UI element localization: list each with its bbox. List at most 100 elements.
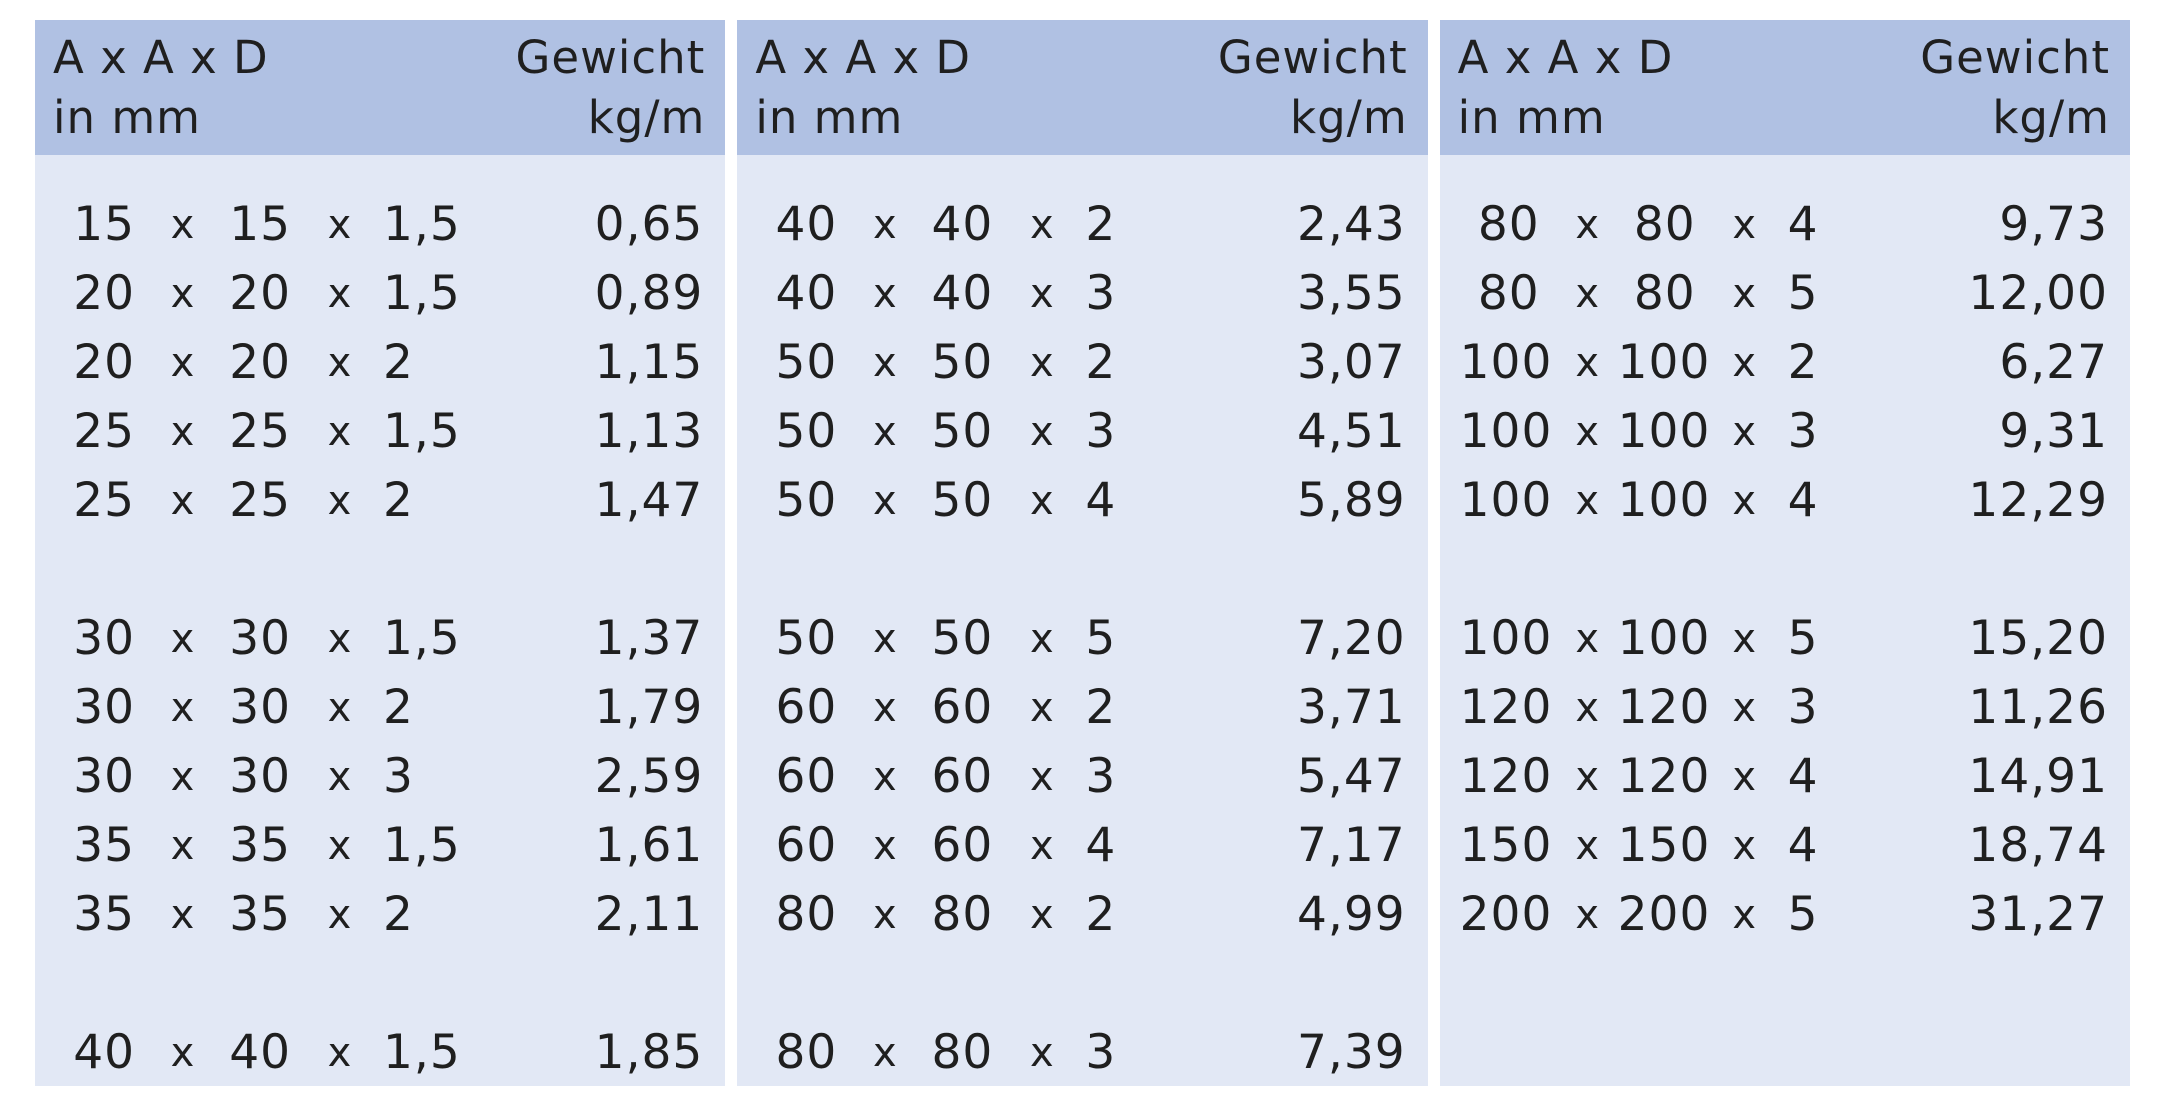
wall-thickness-cell: 1,5 [383,818,461,873]
table-row: 60 x 60 x 4 7,17 [737,821,1427,890]
wall-thickness-cell: 2 [1085,887,1117,942]
dimension-a-cell: 40 [775,266,838,321]
times-sign: x [1029,616,1055,662]
table-row: 100 x 100 x 2 6,27 [1440,338,2130,407]
table-row: 100 x 100 x 3 9,31 [1440,407,2130,476]
weight-header-label: Gewicht [1920,31,2110,84]
weight-cell: 1,47 [594,473,704,528]
weight-cell: 12,29 [1968,473,2108,528]
times-sign: x [170,478,196,524]
weight-cell: 7,17 [1297,818,1406,873]
times-sign: x [1732,271,1757,317]
times-sign: x [1575,478,1600,524]
times-sign: x [170,340,196,386]
times-sign: x [327,892,353,938]
dimension-a-cell: 100 [1459,335,1553,390]
table-row: 80 x 80 x 5 12,00 [1440,269,2130,338]
wall-thickness-cell: 4 [1787,473,1819,528]
times-sign: x [872,1030,898,1076]
weight-header: Gewicht kg/m [516,28,706,148]
wall-thickness-cell: 4 [1787,749,1819,804]
times-sign: x [170,685,196,731]
weight-cell: 9,31 [1999,404,2108,459]
times-sign: x [170,616,196,662]
dimension-a-cell: 80 [775,1025,838,1080]
weight-cell: 4,51 [1297,404,1406,459]
weight-header-unit: kg/m [1290,91,1408,144]
dimension-a-cell: 60 [931,680,994,735]
times-sign: x [327,409,353,455]
weight-cell: 4,99 [1297,887,1406,942]
times-sign: x [1575,616,1600,662]
table-row: 80 x 80 x 3 7,39 [737,1028,1427,1097]
weight-cell: 1,61 [594,818,704,873]
dimension-a-cell: 50 [931,404,994,459]
table-row: 100 x 100 x 5 15,20 [1440,614,2130,683]
dimension-a-cell: 15 [229,197,291,252]
times-sign: x [170,823,196,869]
times-sign: x [327,823,353,869]
dimension-a-cell: 200 [1459,887,1553,942]
dimension-a-cell: 120 [1617,680,1711,735]
table-row: 15 x 15 x 1,5 0,65 [35,200,725,269]
times-sign: x [327,616,353,662]
dimension-a-cell: 20 [229,266,291,321]
times-sign: x [1732,892,1757,938]
wall-thickness-cell: 1,5 [383,1025,461,1080]
dimension-a-cell: 30 [73,611,135,666]
wall-thickness-cell: 3 [383,749,414,804]
times-sign: x [170,409,196,455]
dimension-a-cell: 100 [1459,473,1553,528]
times-sign: x [872,478,898,524]
weight-cell: 2,11 [594,887,704,942]
weight-cell: 12,00 [1968,266,2108,321]
table-row: 30 x 30 x 3 2,59 [35,752,725,821]
dimension-a-cell: 100 [1617,404,1711,459]
weight-cell: 1,13 [594,404,704,459]
times-sign: x [170,1030,196,1076]
weight-cell: 1,79 [594,680,704,735]
times-sign: x [1029,271,1055,317]
weight-cell: 1,85 [594,1025,704,1080]
table-row: 50 x 50 x 3 4,51 [737,407,1427,476]
weight-cell: 31,27 [1968,887,2108,942]
dimension-a-cell: 60 [931,749,994,804]
table-row: 50 x 50 x 4 5,89 [737,476,1427,545]
dimension-a-cell: 60 [775,680,838,735]
weight-header: Gewicht kg/m [1920,28,2110,148]
dimension-a-cell: 60 [931,818,994,873]
times-sign: x [872,892,898,938]
times-sign: x [872,271,898,317]
table-header: A x A x D in mm Gewicht kg/m [737,20,1428,155]
table-row: 30 x 30 x 1,5 1,37 [35,614,725,683]
table-row: 60 x 60 x 2 3,71 [737,683,1427,752]
weight-cell: 3,55 [1297,266,1406,321]
times-sign: x [327,1030,353,1076]
weight-header-unit: kg/m [587,91,706,144]
dimension-a-cell: 40 [229,1025,291,1080]
times-sign: x [1732,202,1757,248]
dimension-header: A x A x D in mm [1458,28,1674,148]
weight-header-unit: kg/m [1992,91,2110,144]
times-sign: x [327,478,353,524]
dimension-a-cell: 50 [931,335,994,390]
times-sign: x [872,409,898,455]
weight-cell: 6,27 [1999,335,2108,390]
dimension-a-cell: 120 [1617,749,1711,804]
weight-cell: 1,15 [594,335,704,390]
dimension-a-cell: 200 [1617,887,1711,942]
dimension-a-cell: 80 [1633,266,1696,321]
dimension-a-cell: 50 [775,611,838,666]
table-column-1: A x A x D in mm Gewicht kg/m 15 x 15 x 1,5 0,… [35,20,726,1086]
table-row: 35 x 35 x 2 2,11 [35,890,725,959]
times-sign: x [1029,409,1055,455]
table-row: 35 x 35 x 1,5 1,61 [35,821,725,890]
weight-cell: 3,71 [1297,680,1406,735]
dimension-a-cell: 80 [1477,266,1540,321]
dimension-a-cell: 25 [229,404,291,459]
table-row: 120 x 120 x 4 14,91 [1440,752,2130,821]
table-row: 40 x 40 x 3 3,55 [737,269,1427,338]
table-row: 150 x 150 x 4 18,74 [1440,821,2130,890]
weight-cell: 0,65 [594,197,704,252]
table-body: 40 x 40 x 2 2,43 40 x 40 x 3 3,55 50 x 50 x 2 3,07 50 x 50 x 3… [737,200,1427,1097]
